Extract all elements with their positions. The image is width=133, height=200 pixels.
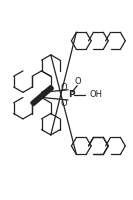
Text: P: P: [68, 90, 74, 99]
Text: O: O: [61, 83, 67, 92]
Text: O: O: [75, 77, 82, 86]
Text: OH: OH: [90, 90, 102, 99]
Text: O: O: [61, 99, 67, 108]
